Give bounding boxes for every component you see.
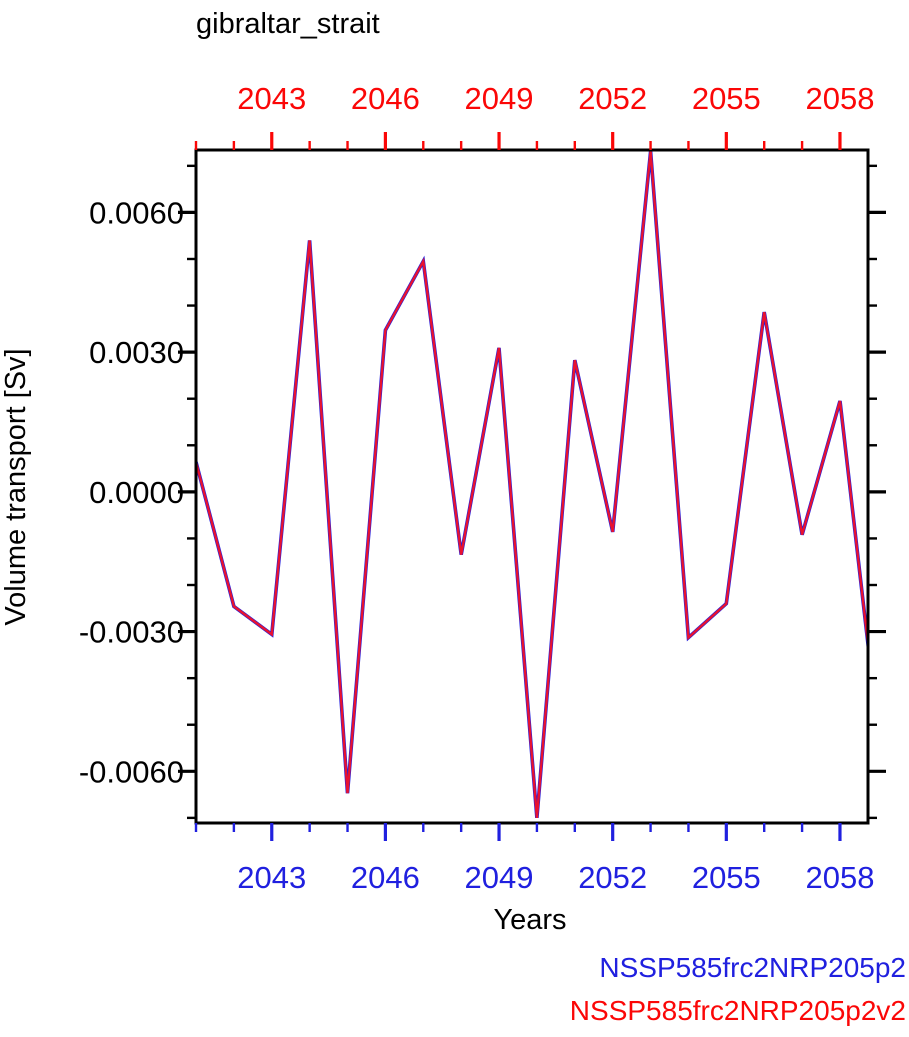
- plot-frame: [194, 148, 870, 825]
- series-line-red: [196, 151, 868, 818]
- x-tick-label-top: 2046: [351, 81, 420, 116]
- x-axis-title: Years: [493, 904, 566, 936]
- x-tick-label-top: 2058: [805, 81, 874, 116]
- legend-series-2: NSSP585frc2NRP205p2v2: [570, 995, 906, 1026]
- plot-area: 2043 2043 2046 2046 2049 2049 2052 2052 2055 2055…: [79, 81, 886, 895]
- y-axis-title: Volume transport [Sv]: [0, 348, 32, 625]
- x-tick-label-bottom: 2052: [578, 860, 647, 895]
- y-tick-label: -0.0030: [79, 615, 184, 650]
- legend-series-1: NSSP585frc2NRP205p2: [599, 952, 906, 983]
- y-tick-label: -0.0060: [79, 754, 184, 789]
- x-tick-label-top: 2052: [578, 81, 647, 116]
- x-tick-label-bottom: 2055: [692, 860, 761, 895]
- y-tick-label: 0.0060: [89, 195, 184, 230]
- y-tick-label: 0.0000: [89, 475, 184, 510]
- x-tick-label-bottom: 2049: [465, 860, 534, 895]
- y-tick-label: 0.0030: [89, 335, 184, 370]
- x-tick-label-top: 2049: [465, 81, 534, 116]
- x-tick-label-top: 2055: [692, 81, 761, 116]
- series-line-blue: [196, 151, 868, 819]
- x-tick-label-top: 2043: [237, 81, 306, 116]
- x-tick-label-bottom: 2046: [351, 860, 420, 895]
- x-tick-label-bottom: 2058: [805, 860, 874, 895]
- x-tick-label-bottom: 2043: [237, 860, 306, 895]
- chart-title: gibraltar_strait: [196, 8, 380, 40]
